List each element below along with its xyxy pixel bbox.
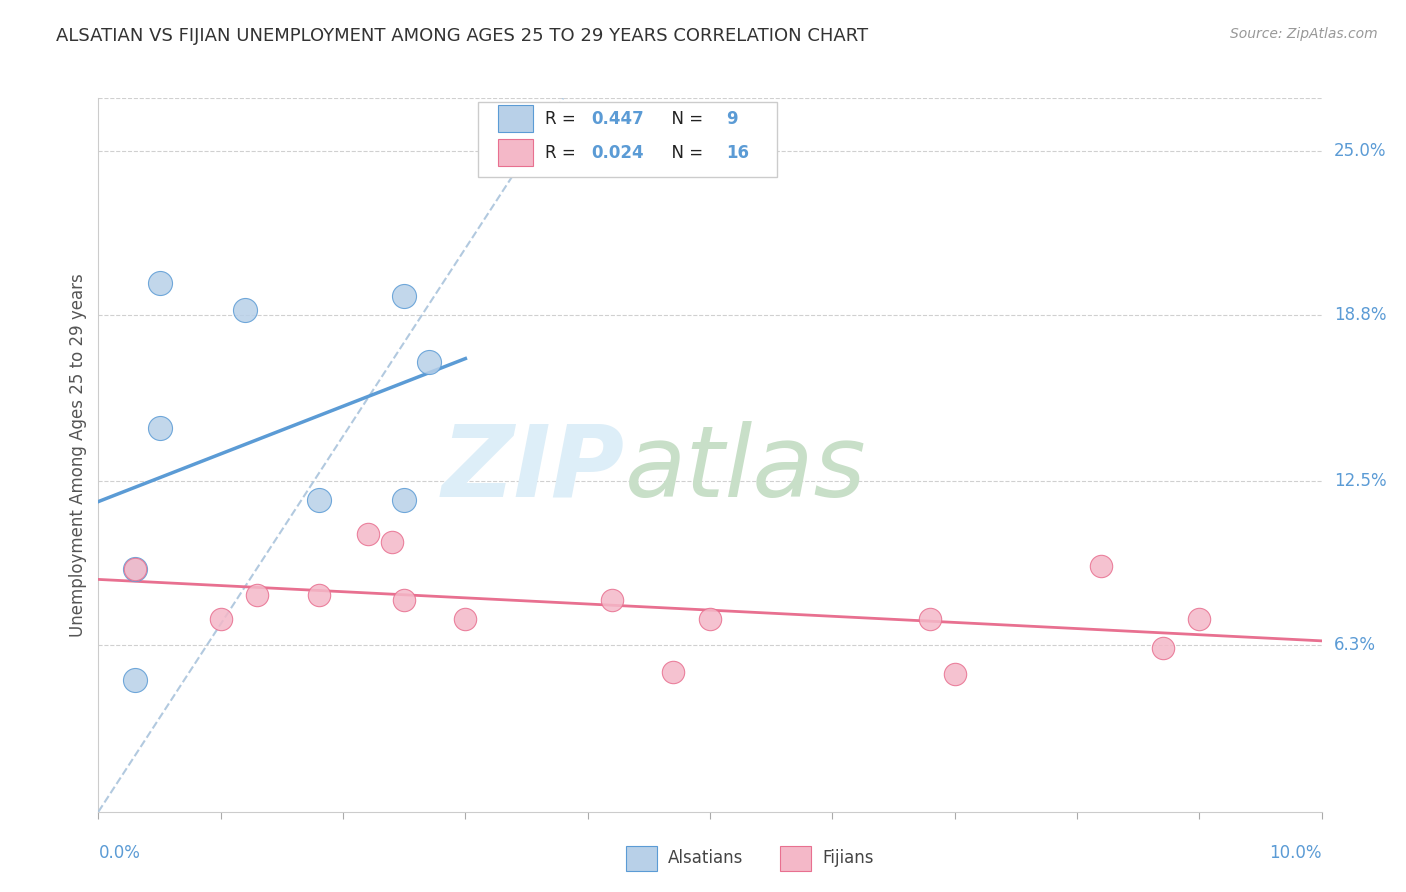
Point [392, 593, 416, 607]
Y-axis label: Unemployment Among Ages 25 to 29 years: Unemployment Among Ages 25 to 29 years [69, 273, 87, 637]
Point [392, 289, 416, 303]
Point [356, 527, 378, 541]
Point [920, 612, 942, 626]
Text: ZIP: ZIP [441, 421, 624, 517]
Point [209, 612, 232, 626]
Text: ALSATIAN VS FIJIAN UNEMPLOYMENT AMONG AGES 25 TO 29 YEARS CORRELATION CHART: ALSATIAN VS FIJIAN UNEMPLOYMENT AMONG AG… [56, 27, 869, 45]
Text: Alsatians: Alsatians [668, 849, 744, 867]
Point [233, 302, 256, 317]
Point [124, 673, 146, 687]
Text: R =: R = [546, 144, 581, 161]
Text: 25.0%: 25.0% [1334, 142, 1386, 160]
Text: N =: N = [661, 144, 709, 161]
Point [149, 276, 172, 290]
FancyBboxPatch shape [780, 846, 811, 871]
Point [600, 593, 623, 607]
Text: 18.8%: 18.8% [1334, 306, 1386, 324]
FancyBboxPatch shape [498, 105, 533, 132]
Point [943, 667, 966, 681]
Text: 9: 9 [725, 110, 738, 128]
Text: atlas: atlas [624, 421, 866, 517]
Point [662, 665, 685, 679]
Text: Source: ZipAtlas.com: Source: ZipAtlas.com [1230, 27, 1378, 41]
Point [1188, 612, 1211, 626]
Point [124, 561, 146, 575]
Point [149, 421, 172, 435]
Text: N =: N = [661, 110, 709, 128]
Point [699, 612, 721, 626]
Text: 0.447: 0.447 [592, 110, 644, 128]
Text: R =: R = [546, 110, 581, 128]
Point [381, 535, 404, 549]
FancyBboxPatch shape [498, 139, 533, 166]
Point [454, 612, 477, 626]
Text: 10.0%: 10.0% [1270, 844, 1322, 862]
Point [308, 588, 330, 602]
Point [308, 492, 330, 507]
FancyBboxPatch shape [478, 102, 778, 177]
Text: 0.0%: 0.0% [98, 844, 141, 862]
Point [1152, 640, 1174, 655]
Point [1090, 558, 1112, 573]
Text: Fijians: Fijians [823, 849, 875, 867]
FancyBboxPatch shape [626, 846, 657, 871]
Point [392, 492, 416, 507]
Point [418, 355, 440, 369]
Text: 16: 16 [725, 144, 749, 161]
Text: 6.3%: 6.3% [1334, 636, 1376, 654]
Point [124, 561, 146, 575]
Point [246, 588, 269, 602]
Text: 12.5%: 12.5% [1334, 473, 1386, 491]
Text: 0.024: 0.024 [592, 144, 644, 161]
